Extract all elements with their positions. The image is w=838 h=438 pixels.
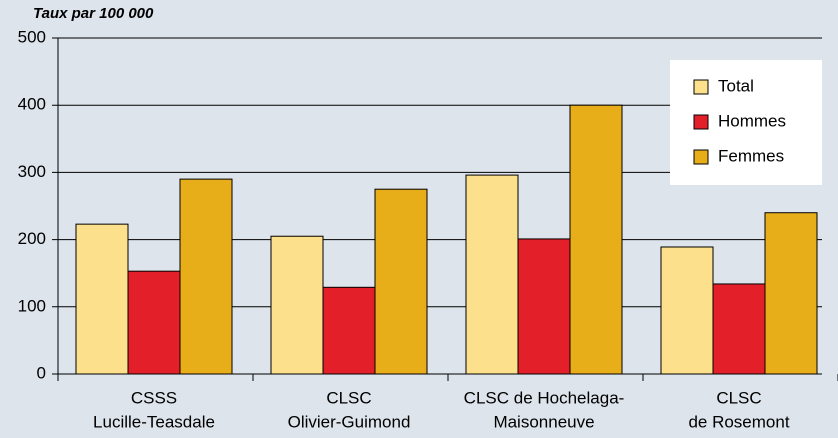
bar bbox=[374, 188, 428, 375]
x-tick-label: CLSC bbox=[716, 388, 761, 407]
bar bbox=[712, 283, 766, 375]
legend-swatch bbox=[693, 149, 709, 165]
legend-swatch bbox=[693, 79, 709, 95]
x-tick-label: Maisonneuve bbox=[493, 412, 594, 431]
y-tick-label: 100 bbox=[18, 296, 46, 315]
x-tick-label: CLSC bbox=[326, 388, 371, 407]
bar bbox=[517, 238, 571, 375]
x-tick-label: CLSC de Hochelaga- bbox=[464, 388, 625, 407]
legend-label: Hommes bbox=[718, 111, 786, 130]
x-tick-label: de Rosemont bbox=[688, 412, 789, 431]
y-tick-label: 200 bbox=[18, 229, 46, 248]
legend-label: Total bbox=[718, 76, 754, 95]
bar bbox=[465, 174, 519, 375]
bar bbox=[127, 270, 181, 375]
y-axis-label: Taux par 100 000 bbox=[33, 5, 154, 22]
bar bbox=[764, 212, 818, 375]
legend-label: Femmes bbox=[718, 146, 784, 165]
bar bbox=[179, 178, 233, 375]
bar bbox=[75, 223, 129, 375]
legend-swatch bbox=[693, 114, 709, 130]
bar bbox=[569, 104, 623, 375]
x-tick-label: Olivier-Guimond bbox=[288, 412, 411, 431]
bar bbox=[660, 246, 714, 375]
bar bbox=[270, 235, 324, 375]
y-tick-label: 500 bbox=[18, 27, 46, 46]
y-tick-label: 400 bbox=[18, 95, 46, 114]
x-tick-label: Lucille-Teasdale bbox=[93, 412, 215, 431]
x-tick-label: CSSS bbox=[131, 388, 177, 407]
y-tick-label: 300 bbox=[18, 162, 46, 181]
bar bbox=[322, 286, 376, 375]
y-tick-label: 0 bbox=[37, 363, 46, 382]
